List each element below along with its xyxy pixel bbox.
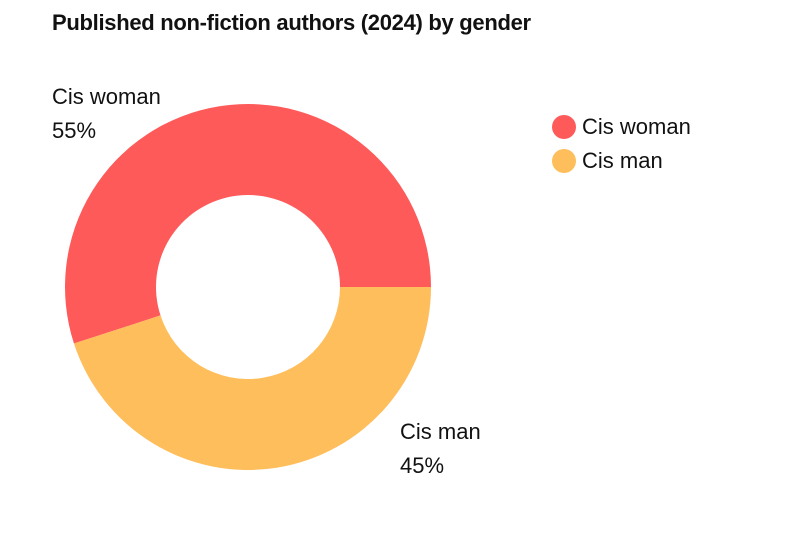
legend: Cis woman Cis man — [552, 110, 691, 178]
slice-label-cis-woman: Cis woman 55% — [52, 80, 161, 148]
legend-swatch-cis-man — [552, 149, 576, 173]
legend-label-cis-woman: Cis woman — [582, 114, 691, 139]
slice-label-cis-man-name: Cis man — [400, 419, 481, 444]
legend-item-cis-man[interactable]: Cis man — [552, 144, 691, 178]
slice-label-cis-woman-value: 55% — [52, 118, 97, 143]
chart-title: Published non-fiction authors (2024) by … — [52, 10, 531, 35]
legend-swatch-cis-woman — [552, 115, 576, 139]
slice-cis-woman[interactable] — [65, 103, 431, 344]
legend-item-cis-woman[interactable]: Cis woman — [552, 110, 691, 144]
slice-cis-man[interactable] — [73, 287, 431, 470]
slice-label-cis-man-value: 45% — [400, 453, 445, 478]
slice-label-cis-woman-name: Cis woman — [52, 84, 161, 109]
slice-label-cis-man: Cis man 45% — [400, 415, 481, 483]
legend-label-cis-man: Cis man — [582, 148, 663, 173]
